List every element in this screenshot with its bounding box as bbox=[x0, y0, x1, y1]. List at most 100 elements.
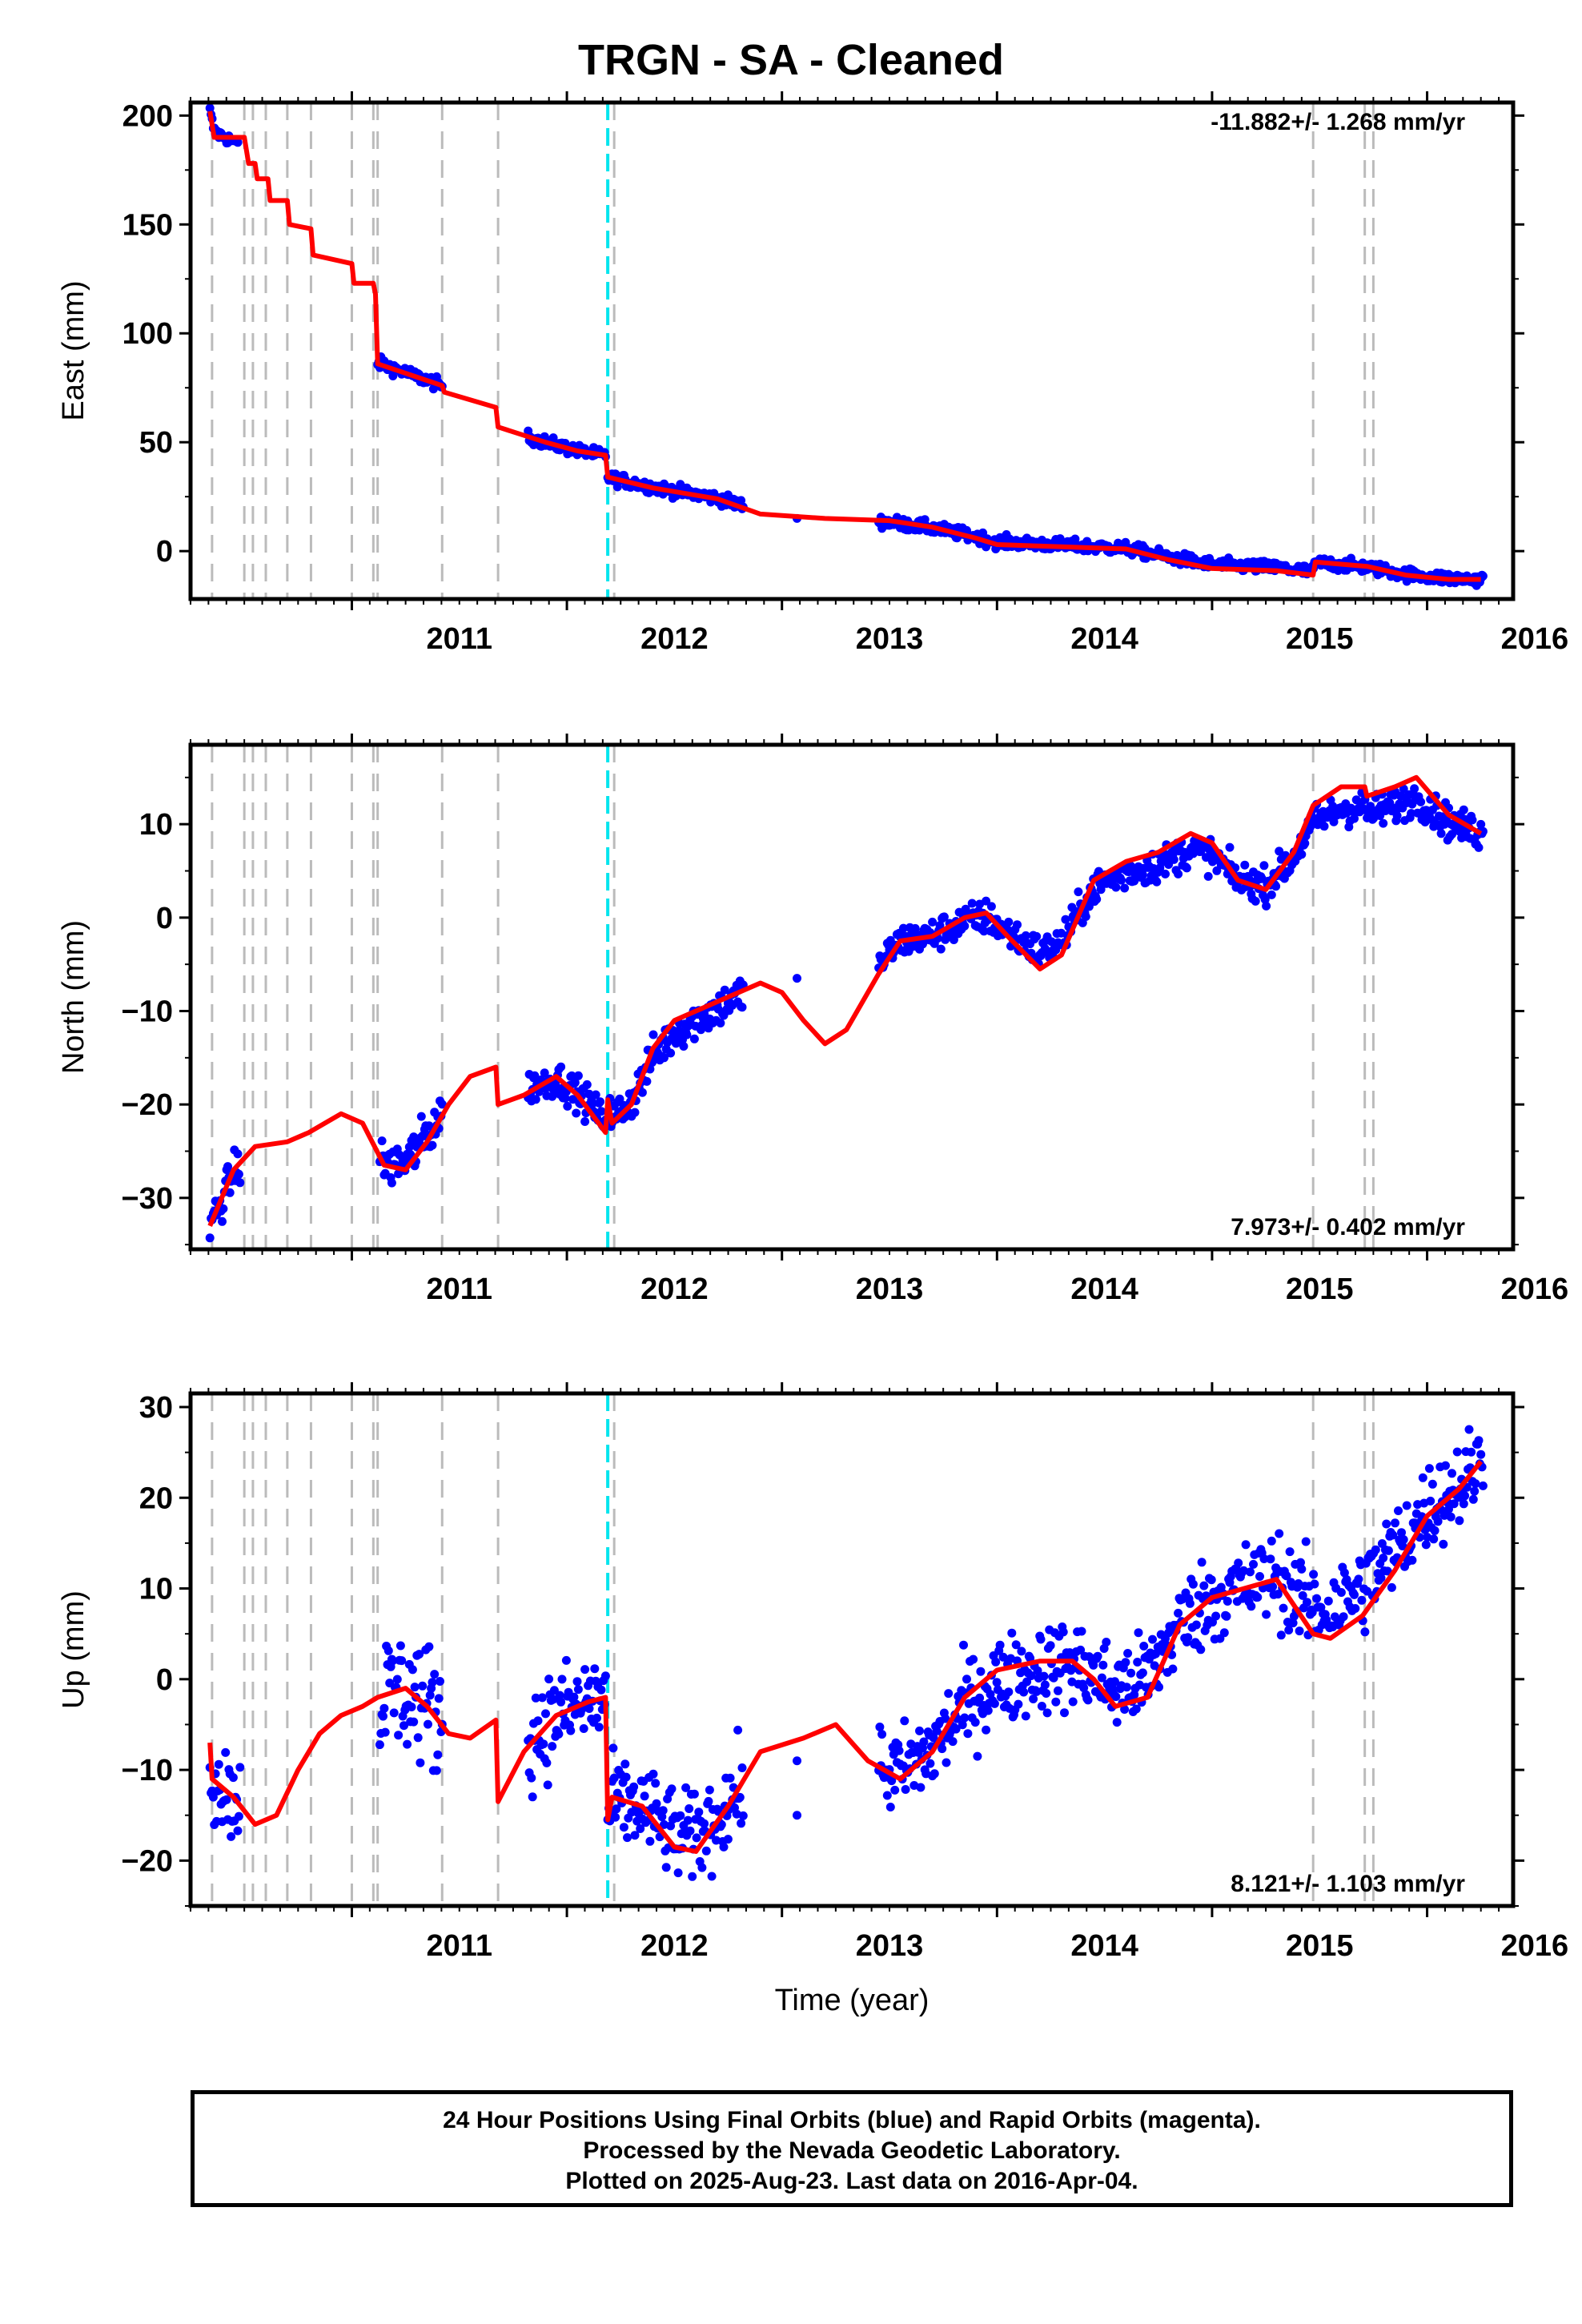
data-point bbox=[1196, 1645, 1206, 1655]
data-point bbox=[1092, 895, 1102, 904]
data-point bbox=[1394, 1506, 1403, 1515]
data-point bbox=[875, 1723, 885, 1731]
data-point bbox=[233, 1149, 243, 1159]
y-axis-label: East (mm) bbox=[57, 280, 90, 420]
data-point bbox=[630, 1831, 640, 1840]
data-point bbox=[619, 1823, 628, 1832]
data-point bbox=[539, 1739, 548, 1749]
plot-frame bbox=[188, 100, 1516, 601]
data-point bbox=[1295, 1626, 1304, 1636]
data-point bbox=[1026, 1671, 1036, 1680]
data-point bbox=[1285, 1547, 1295, 1557]
data-point bbox=[407, 1703, 416, 1711]
data-point bbox=[1259, 861, 1269, 870]
data-point bbox=[1303, 1598, 1311, 1607]
data-point bbox=[685, 1826, 695, 1835]
data-point bbox=[608, 1743, 618, 1753]
y-tick-label: 50 bbox=[139, 426, 173, 460]
data-point bbox=[642, 1076, 652, 1086]
data-point bbox=[1383, 1566, 1392, 1576]
data-point bbox=[428, 1678, 437, 1687]
data-point bbox=[1296, 1558, 1305, 1567]
data-point bbox=[969, 1655, 978, 1664]
data-point bbox=[882, 1791, 892, 1800]
data-point bbox=[1061, 915, 1070, 924]
data-point bbox=[1339, 1612, 1348, 1622]
data-point bbox=[1197, 1558, 1207, 1567]
data-point bbox=[392, 1675, 402, 1684]
data-point bbox=[1392, 811, 1402, 820]
data-point bbox=[1081, 912, 1090, 921]
data-point bbox=[1297, 850, 1307, 859]
data-point bbox=[1427, 1479, 1437, 1489]
data-point bbox=[735, 1792, 745, 1802]
data-point bbox=[1455, 1516, 1464, 1526]
data-point bbox=[991, 1657, 1001, 1667]
data-point bbox=[1350, 814, 1359, 823]
data-point bbox=[434, 1694, 444, 1703]
data-point bbox=[960, 921, 970, 931]
data-point bbox=[1019, 1687, 1029, 1697]
data-point bbox=[1029, 1695, 1038, 1703]
data-point bbox=[673, 1868, 683, 1878]
data-point bbox=[901, 1785, 910, 1794]
data-point bbox=[658, 1806, 668, 1815]
data-point bbox=[548, 1092, 557, 1101]
data-point bbox=[1388, 1530, 1398, 1540]
data-point bbox=[1444, 1505, 1453, 1514]
data-point bbox=[694, 1807, 704, 1817]
x-tick-label: 2011 bbox=[427, 1273, 492, 1306]
data-point bbox=[1376, 1573, 1386, 1582]
data-point bbox=[383, 1646, 393, 1655]
data-point bbox=[1203, 871, 1213, 881]
x-tick-label: 2015 bbox=[1286, 622, 1354, 656]
y-tick-label: 0 bbox=[156, 1663, 173, 1697]
data-point bbox=[233, 138, 243, 147]
data-point bbox=[541, 1709, 550, 1719]
data-point bbox=[959, 1640, 968, 1650]
data-point bbox=[1468, 815, 1477, 825]
data-point bbox=[949, 935, 958, 944]
data-point bbox=[1259, 1554, 1269, 1563]
plot-area bbox=[205, 1393, 1488, 1906]
data-point bbox=[1039, 1671, 1049, 1681]
data-point bbox=[689, 1034, 699, 1043]
data-point bbox=[1013, 920, 1022, 930]
data-point bbox=[1199, 1581, 1209, 1590]
y-tick-label: 150 bbox=[122, 208, 173, 242]
data-point bbox=[1089, 1660, 1098, 1670]
data-point bbox=[1070, 534, 1080, 544]
data-point bbox=[998, 1652, 1008, 1662]
data-point bbox=[660, 1053, 669, 1063]
data-point bbox=[1279, 1603, 1288, 1613]
x-tick-label: 2014 bbox=[1070, 1929, 1138, 1963]
data-point bbox=[1350, 1590, 1359, 1599]
data-point bbox=[584, 1704, 594, 1713]
x-axis-label: Time (year) bbox=[775, 1984, 930, 2017]
data-point bbox=[979, 927, 989, 936]
data-point bbox=[685, 1804, 694, 1813]
data-point bbox=[705, 1785, 714, 1795]
data-point bbox=[1266, 1554, 1275, 1564]
data-point bbox=[416, 1758, 425, 1767]
data-point bbox=[877, 1730, 887, 1739]
data-point bbox=[409, 1717, 419, 1727]
data-point bbox=[1323, 1596, 1333, 1606]
data-point bbox=[962, 1675, 971, 1684]
data-point bbox=[973, 1751, 982, 1761]
data-point bbox=[1017, 1647, 1026, 1656]
data-point bbox=[1223, 1597, 1232, 1606]
data-point bbox=[1110, 1677, 1119, 1687]
data-point bbox=[648, 1030, 658, 1039]
data-point bbox=[214, 1759, 223, 1769]
data-point bbox=[1138, 870, 1147, 879]
data-point bbox=[563, 1101, 572, 1111]
data-point bbox=[590, 1664, 600, 1674]
data-point bbox=[424, 1121, 434, 1131]
data-point bbox=[1474, 1436, 1484, 1445]
data-point bbox=[1246, 1567, 1255, 1577]
data-point bbox=[548, 1695, 558, 1704]
data-point bbox=[1402, 1501, 1411, 1510]
y-tick-label: 20 bbox=[139, 1482, 173, 1515]
data-point bbox=[1074, 887, 1083, 897]
